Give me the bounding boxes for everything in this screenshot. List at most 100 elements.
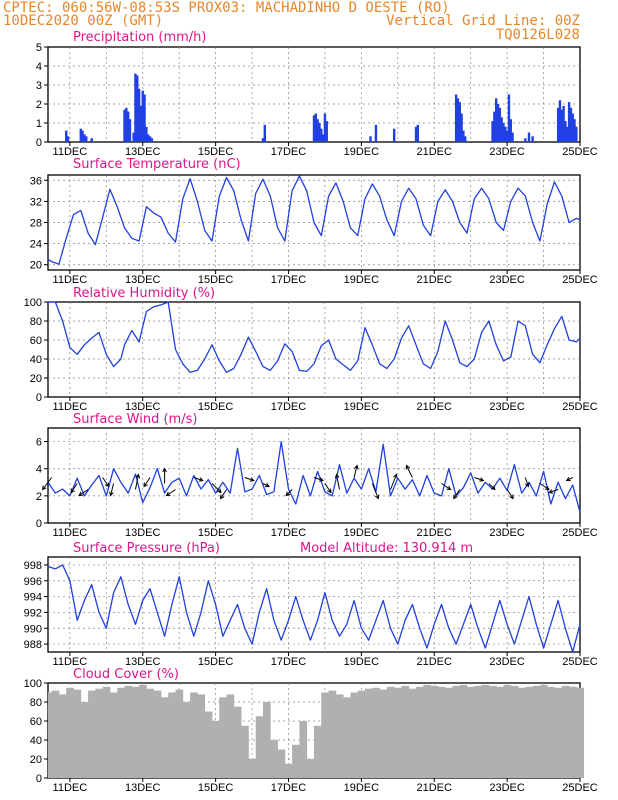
precip-bar bbox=[505, 130, 509, 142]
wind-arrow-head bbox=[135, 473, 141, 479]
precip-bar bbox=[312, 115, 316, 142]
cloud-bar bbox=[292, 744, 300, 778]
wind-arrow-head bbox=[216, 488, 222, 494]
cloud-bar bbox=[343, 697, 351, 778]
cloud-bar bbox=[459, 684, 468, 778]
cloud-bar bbox=[496, 686, 504, 778]
precip-ytick-label: 1 bbox=[36, 118, 42, 130]
precip-bar bbox=[560, 109, 563, 142]
wind-arrow bbox=[42, 477, 53, 490]
pressure-ytick-label: 988 bbox=[24, 639, 42, 651]
temp-ytick-label: 28 bbox=[30, 218, 42, 230]
precip-xtick-label: 13DEC bbox=[125, 146, 161, 158]
precip-bar bbox=[575, 126, 578, 142]
precip-bar bbox=[66, 136, 70, 142]
wind-arrow-head bbox=[453, 494, 458, 500]
wind-arrow-head bbox=[327, 488, 332, 494]
wind-xtick-label: 25DEC bbox=[562, 527, 598, 539]
pressure-ytick-label: 990 bbox=[24, 623, 42, 635]
temp-line bbox=[47, 175, 581, 265]
wind-ytick-label: 4 bbox=[36, 464, 42, 476]
wind-arrow bbox=[506, 489, 514, 499]
wind-arrow bbox=[405, 465, 413, 478]
wind-line bbox=[47, 440, 581, 513]
cloud-bar bbox=[321, 692, 329, 778]
wind-arrow-head bbox=[509, 494, 514, 500]
precip-xtick-label: 21DEC bbox=[417, 146, 453, 158]
cloud-bar bbox=[66, 687, 74, 778]
cloud-bar bbox=[88, 690, 96, 778]
pressure-xtick-label: 19DEC bbox=[344, 656, 380, 668]
cloud-bar bbox=[146, 688, 155, 778]
precip-bar bbox=[527, 132, 531, 142]
precip-bar bbox=[316, 119, 319, 142]
wind-arrow bbox=[244, 477, 254, 481]
pressure-ytick-label: 992 bbox=[24, 607, 42, 619]
wind-arrow-head bbox=[544, 485, 550, 491]
cloud-bar bbox=[270, 740, 278, 778]
wind-arrow-head bbox=[525, 482, 530, 488]
cloud-ytick-label: 0 bbox=[36, 773, 42, 785]
wind-arrow bbox=[285, 489, 293, 496]
cloud-bar bbox=[51, 690, 60, 778]
precip-bar bbox=[566, 126, 569, 142]
wind-arrow bbox=[70, 483, 78, 493]
wind-arrow-head bbox=[198, 477, 204, 482]
wind-arrow bbox=[441, 483, 451, 490]
precip-bar bbox=[564, 121, 567, 142]
cloud-bar bbox=[168, 692, 176, 778]
wind-arrow-head bbox=[285, 491, 291, 497]
wind-arrow-head bbox=[78, 491, 84, 497]
precip-xtick-label: 19DEC bbox=[344, 146, 380, 158]
cloud-xtick-label: 19DEC bbox=[344, 782, 380, 794]
wind-arrow-head bbox=[70, 488, 75, 494]
cloud-xtick-label: 11DEC bbox=[53, 782, 88, 794]
wind-arrow-head bbox=[264, 482, 270, 488]
cloud-bar bbox=[335, 694, 344, 778]
temp-ytick-label: 32 bbox=[30, 196, 42, 208]
rh-xtick-label: 15DEC bbox=[198, 401, 234, 413]
wind-arrow bbox=[566, 477, 573, 481]
cloud-ytick-label: 80 bbox=[30, 697, 42, 709]
wind-arrow bbox=[220, 489, 227, 499]
cloud-bar bbox=[416, 686, 424, 778]
cloud-bar bbox=[488, 685, 497, 778]
precip-bar bbox=[374, 124, 378, 142]
cloud-xtick-label: 21DEC bbox=[417, 782, 453, 794]
header-station: CPTEC: 060:56W-08:53S PROX03: MACHADINHO… bbox=[3, 0, 450, 16]
cloud-bar bbox=[467, 686, 475, 778]
wind-frame bbox=[47, 427, 581, 524]
precip-title: Precipitation (mm/h) bbox=[73, 30, 206, 45]
pressure-xtick-label: 13DEC bbox=[125, 656, 161, 668]
wind-arrow bbox=[353, 465, 358, 478]
precip-bar bbox=[498, 107, 502, 142]
pressure-line bbox=[47, 564, 581, 653]
precip-bar bbox=[567, 102, 571, 142]
pressure-xtick-label: 17DEC bbox=[271, 656, 307, 668]
cloud-bar bbox=[386, 686, 395, 778]
wind-xtick-label: 15DEC bbox=[198, 527, 234, 539]
pressure-ytick-label: 996 bbox=[24, 576, 42, 588]
precip-ytick-label: 3 bbox=[36, 80, 42, 92]
temp-xtick-label: 21DEC bbox=[417, 274, 453, 286]
wind-arrow bbox=[211, 483, 222, 493]
cloud-xtick-label: 15DEC bbox=[198, 782, 234, 794]
precip-bar bbox=[145, 126, 148, 142]
cloud-bar bbox=[518, 687, 526, 778]
wind-arrow bbox=[390, 474, 397, 490]
precip-bar bbox=[141, 90, 144, 142]
wind-arrow-head bbox=[446, 485, 452, 491]
rh-frame bbox=[47, 301, 581, 398]
precip-bar bbox=[369, 136, 372, 142]
precip-bar bbox=[81, 130, 84, 142]
cloud-bar bbox=[211, 721, 220, 778]
precip-xtick-label: 11DEC bbox=[53, 146, 88, 158]
wind-arrow bbox=[453, 489, 461, 499]
cloud-bar bbox=[445, 687, 453, 778]
cloud-bar bbox=[423, 684, 432, 778]
rh-ytick-label: 80 bbox=[30, 316, 42, 328]
precip-bar bbox=[147, 134, 150, 142]
cloud-bar bbox=[233, 706, 242, 778]
wind-arrow bbox=[78, 489, 89, 496]
pressure-xtick-label: 11DEC bbox=[53, 656, 88, 668]
